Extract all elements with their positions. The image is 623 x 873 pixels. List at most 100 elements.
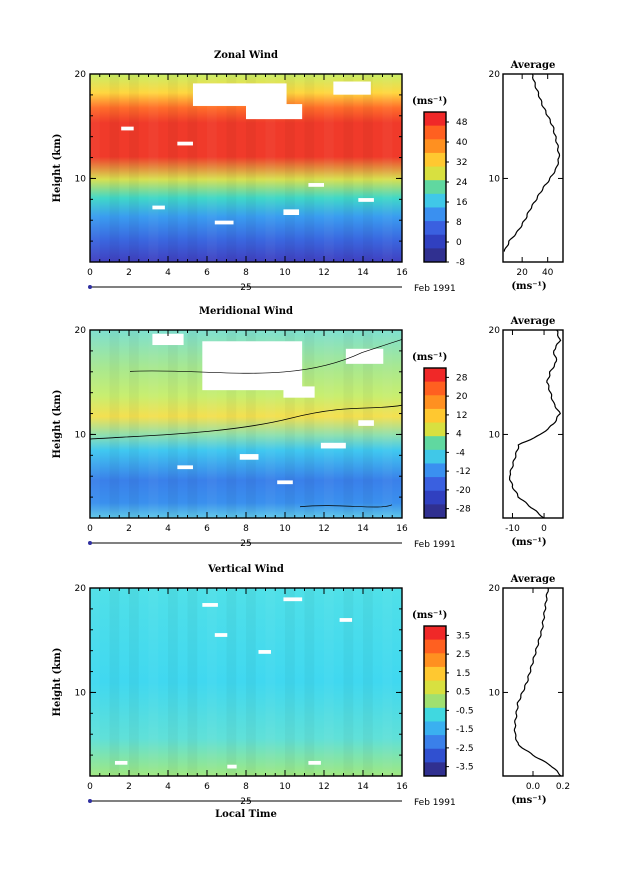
colorbar-swatch [424, 408, 446, 424]
heatmap-streak [363, 588, 373, 776]
colorbar-swatch [424, 207, 446, 222]
colorbar-swatch [424, 504, 446, 519]
x-tick-label: 8 [243, 524, 249, 534]
profile-title: Average [510, 60, 556, 71]
colorbar-swatch [424, 395, 446, 410]
profile-x-tick-label: 0 [541, 524, 547, 534]
x-tick-label: 10 [279, 782, 291, 792]
profile-x-tick-label: -10 [505, 524, 520, 534]
heatmap-streak [90, 74, 100, 262]
colorbar-swatch [424, 234, 446, 249]
heatmap-streak [149, 330, 159, 518]
profile-x-tick-label: 0.0 [526, 782, 541, 792]
date-marker [88, 541, 92, 545]
missing-data-patch [283, 386, 315, 398]
colorbar-swatch [424, 248, 446, 263]
colorbar-frame [423, 111, 447, 263]
heatmap-streak [305, 74, 315, 262]
colorbar-swatch [424, 180, 446, 195]
profile-title: Average [510, 316, 556, 327]
colorbar-tick-label: 20 [456, 392, 468, 402]
colorbar-frame [423, 625, 447, 777]
heatmap-streak [324, 330, 334, 518]
x-tick-label: 14 [357, 782, 369, 792]
colorbar-tick-label: 12 [456, 411, 467, 421]
missing-data-patch [246, 104, 303, 120]
colorbar-tick-label: -3.5 [456, 763, 474, 773]
profile-y-tick-label: 10 [489, 174, 501, 184]
panel-2: Meridional Wind 0 2 4 6 8 10 12 14 16 10 20 Height (… [52, 306, 564, 550]
heatmap-streak [246, 588, 256, 776]
profile-frame [502, 73, 564, 263]
chart-title: Zonal Wind [214, 50, 278, 61]
heatmap-streak [168, 74, 178, 262]
missing-data-patch [202, 341, 303, 391]
colorbar-swatch [424, 666, 446, 682]
colorbar-tick-label: 32 [456, 158, 467, 168]
colorbar-swatch [424, 735, 446, 750]
y-tick-label: 10 [75, 430, 87, 440]
x-tick-label: 4 [165, 524, 171, 534]
colorbar-tick-label: 4 [456, 430, 462, 440]
heatmap-streak [110, 588, 120, 776]
x-axis-label: Local Time [215, 809, 277, 820]
colorbar-swatch [424, 626, 446, 641]
x-tick-label: 0 [87, 524, 93, 534]
colorbar-swatch [424, 221, 446, 236]
missing-data-patch [239, 454, 259, 460]
colorbar-tick-label: 3.5 [456, 631, 470, 641]
profile-x-tick-label: 40 [542, 268, 554, 278]
heatmap-streak [383, 74, 393, 262]
colorbar-unit: (ms⁻¹) [412, 352, 447, 363]
zero-contour [89, 404, 403, 440]
chart-title: Meridional Wind [199, 306, 293, 317]
colorbar-swatch [424, 762, 446, 777]
x-tick-label: 16 [396, 268, 408, 278]
missing-data-patch [320, 442, 346, 449]
colorbar-swatch [424, 112, 446, 127]
colorbar-swatch [424, 463, 446, 478]
colorbar-swatch [424, 381, 446, 396]
profile-line [513, 587, 562, 777]
colorbar-tick-label: 0.5 [456, 688, 470, 698]
x-tick-label: 16 [396, 782, 408, 792]
colorbar-tick-label: 2.5 [456, 650, 470, 660]
missing-data-patch [177, 141, 193, 146]
heatmap-streak [324, 588, 334, 776]
date-marker [88, 799, 92, 803]
zero-contour [299, 504, 393, 508]
colorbar-swatch [424, 368, 446, 383]
heatmap-streak [129, 330, 139, 518]
profile-x-unit: (ms⁻¹) [511, 795, 546, 806]
profile-x-unit: (ms⁻¹) [511, 537, 546, 548]
y-axis-label: Height (km) [52, 134, 63, 203]
y-axis-label: Height (km) [52, 390, 63, 459]
x-tick-label: 14 [357, 524, 369, 534]
x-tick-label: 14 [357, 268, 369, 278]
missing-data-patch [283, 209, 300, 215]
missing-data-patch [227, 764, 237, 769]
missing-data-patch [283, 597, 303, 602]
colorbar-swatch [424, 653, 446, 668]
heatmap-streak [383, 330, 393, 518]
profile-x-tick-label: 20 [516, 268, 528, 278]
x-tick-label: 12 [318, 268, 329, 278]
colorbar-tick-label: -20 [456, 486, 471, 496]
heatmap-streak [110, 330, 120, 518]
heatmap-streak [129, 588, 139, 776]
colorbar-tick-label: 28 [456, 373, 468, 383]
profile-frame [502, 329, 564, 519]
colorbar-swatch [424, 680, 446, 695]
heatmap-streak [129, 74, 139, 262]
colorbar-tick-label: -8 [456, 258, 465, 268]
missing-data-patch [192, 83, 287, 106]
colorbar-swatch [424, 139, 446, 154]
colorbar-tick-label: 16 [456, 198, 468, 208]
colorbar-unit: (ms⁻¹) [412, 610, 447, 621]
missing-data-patch [114, 760, 128, 765]
missing-data-patch [177, 465, 193, 470]
missing-data-patch [339, 618, 353, 622]
heatmap-streak [285, 588, 295, 776]
